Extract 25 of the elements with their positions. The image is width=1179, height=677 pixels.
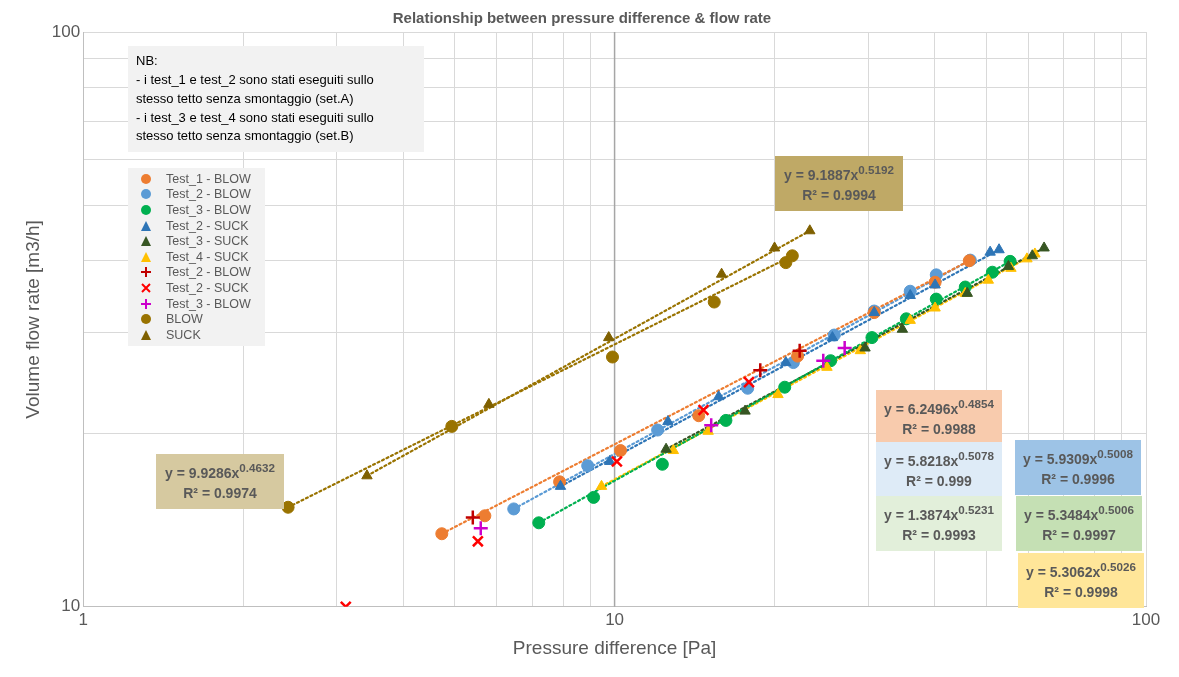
equation-box: y = 5.3484x$^{0.5006}$ R² = 0.9997 [1016,496,1142,552]
equation-box: y = 9.9286x$^{0.4632}$ R² = 0.9974 [156,454,284,510]
legend-label: Test_3 - SUCK [166,234,249,249]
equation-box: y = 5.3062x$^{0.5026}$ R² = 0.9998 [1018,553,1144,609]
y-axis-title: Volume flow rate [m3/h] [21,220,43,419]
equation-box: y = 1.3874x$^{0.5231}$ R² = 0.9993 [876,496,1002,552]
chart-title: Relationship between pressure difference & flow rate [392,9,772,27]
equation-box: y = 5.9309x$^{0.5008}$ R² = 0.9996 [1015,440,1141,496]
legend-label: Test_3 - BLOW [166,296,251,311]
x-tick-label: 1 [78,609,88,629]
legend-label: Test_2 - BLOW [166,187,251,202]
equation-box: y = 5.8218x$^{0.5078}$ R² = 0.999 [876,442,1002,498]
x-tick-label: 100 [1131,609,1161,629]
legend-label: Test_2 - SUCK [166,218,249,233]
legend-label: SUCK [166,327,201,342]
legend-label: BLOW [166,312,203,327]
x-axis-title: Pressure difference [Pa] [512,636,717,658]
legend-label: Test_4 - SUCK [166,249,249,264]
legend-label: Test_3 - BLOW [166,202,251,217]
legend-label: Test_2 - BLOW [166,265,251,280]
note-box: NB: - i test_1 e test_2 sono stati eseguiti sullo stesso tetto senza smontaggio (set.A) - i test_3 e test_4 sono stati eseguiti sullo stesso tetto senza smontaggio (set.B) [128,46,424,153]
x-tick-label: 10 [605,609,625,629]
legend-label: Test_2 - SUCK [166,280,249,295]
equation-box: y = 9.1887x$^{0.5192}$ R² = 0.9994 [775,156,903,212]
legend-label: Test_1 - BLOW [166,171,251,186]
